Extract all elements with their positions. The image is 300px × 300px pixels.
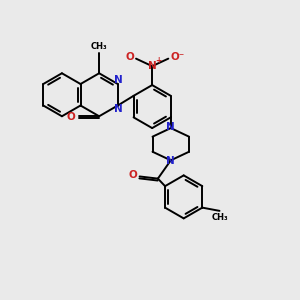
Text: O: O [129, 170, 137, 180]
Text: O: O [67, 112, 76, 122]
Text: N: N [148, 61, 157, 71]
Text: O: O [125, 52, 134, 62]
Text: +: + [156, 56, 162, 65]
Text: N: N [167, 156, 175, 166]
Text: CH₃: CH₃ [212, 213, 229, 222]
Text: N: N [114, 75, 123, 85]
Text: N: N [114, 104, 123, 114]
Text: CH₃: CH₃ [91, 42, 107, 51]
Text: N: N [167, 122, 175, 133]
Text: O⁻: O⁻ [170, 52, 184, 62]
